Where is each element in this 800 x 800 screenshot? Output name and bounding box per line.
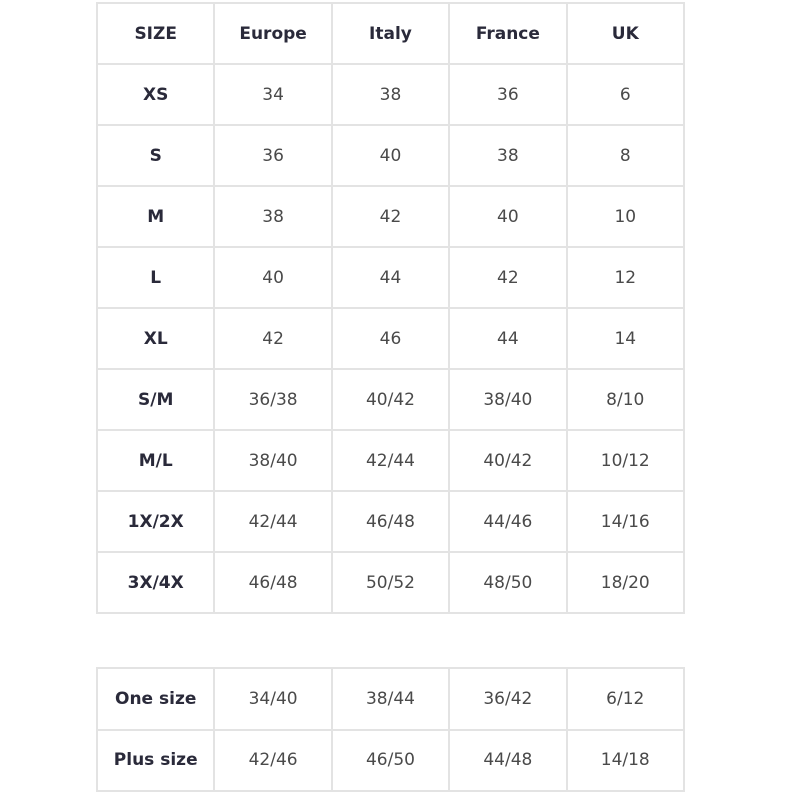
size-value-cell: 42 — [330, 185, 451, 248]
header-cell: Europe — [213, 2, 333, 65]
size-label-cell: One size — [95, 667, 216, 731]
size-value-cell: 44 — [448, 307, 568, 370]
size-value-cell: 50/52 — [330, 551, 451, 614]
size-value-cell: 34 — [213, 63, 333, 126]
size-value-cell: 44/46 — [448, 490, 568, 553]
header-cell: Italy — [330, 2, 451, 65]
header-cell: UK — [565, 2, 685, 65]
size-value-cell: 40 — [330, 124, 451, 187]
size-value-cell: 38/40 — [448, 368, 568, 431]
table-row: M/L 38/40 42/44 40/42 10/12 — [95, 429, 685, 492]
size-label-cell: M — [95, 185, 216, 248]
table-row: 3X/4X 46/48 50/52 48/50 18/20 — [95, 551, 685, 614]
size-value-cell: 6 — [565, 63, 685, 126]
size-value-cell: 36/42 — [448, 667, 568, 731]
header-cell: France — [448, 2, 568, 65]
size-value-cell: 38 — [213, 185, 333, 248]
size-conversion-table: SIZE Europe Italy France UK XS 34 38 36 6 S 36 40 38 8… — [95, 2, 685, 614]
size-label-cell: XL — [95, 307, 216, 370]
size-value-cell: 8/10 — [565, 368, 685, 431]
size-value-cell: 46 — [330, 307, 451, 370]
size-label-cell: Plus size — [95, 728, 216, 792]
size-value-cell: 10 — [565, 185, 685, 248]
size-label-cell: 3X/4X — [95, 551, 216, 614]
size-value-cell: 38 — [330, 63, 451, 126]
size-label-cell: 1X/2X — [95, 490, 216, 553]
size-value-cell: 6/12 — [565, 667, 685, 731]
special-size-table: One size 34/40 38/44 36/42 6/12 Plus size 42/4… — [95, 667, 685, 792]
size-value-cell: 36 — [448, 63, 568, 126]
size-value-cell: 40/42 — [330, 368, 451, 431]
size-value-cell: 36 — [213, 124, 333, 187]
size-value-cell: 14/16 — [565, 490, 685, 553]
table-row: M 38 42 40 10 — [95, 185, 685, 248]
size-value-cell: 40/42 — [448, 429, 568, 492]
size-value-cell: 42 — [213, 307, 333, 370]
table-row: XL 42 46 44 14 — [95, 307, 685, 370]
size-value-cell: 40 — [213, 246, 333, 309]
size-value-cell: 36/38 — [213, 368, 333, 431]
size-value-cell: 18/20 — [565, 551, 685, 614]
table-row: S/M 36/38 40/42 38/40 8/10 — [95, 368, 685, 431]
table-row: XS 34 38 36 6 — [95, 63, 685, 126]
table-row: S 36 40 38 8 — [95, 124, 685, 187]
table-row: L 40 44 42 12 — [95, 246, 685, 309]
size-value-cell: 42/44 — [213, 490, 333, 553]
size-label-cell: S — [95, 124, 216, 187]
table-header-row: SIZE Europe Italy France UK — [95, 2, 685, 65]
size-value-cell: 14/18 — [565, 728, 685, 792]
size-value-cell: 12 — [565, 246, 685, 309]
size-value-cell: 46/50 — [330, 728, 451, 792]
size-value-cell: 38/44 — [330, 667, 451, 731]
table-row: One size 34/40 38/44 36/42 6/12 — [95, 667, 685, 731]
size-value-cell: 48/50 — [448, 551, 568, 614]
size-label-cell: XS — [95, 63, 216, 126]
size-value-cell: 8 — [565, 124, 685, 187]
size-label-cell: S/M — [95, 368, 216, 431]
size-value-cell: 42/46 — [213, 728, 333, 792]
size-value-cell: 42/44 — [330, 429, 451, 492]
size-value-cell: 38 — [448, 124, 568, 187]
table-row: 1X/2X 42/44 46/48 44/46 14/16 — [95, 490, 685, 553]
size-value-cell: 38/40 — [213, 429, 333, 492]
header-cell: SIZE — [95, 2, 216, 65]
size-value-cell: 40 — [448, 185, 568, 248]
size-value-cell: 46/48 — [330, 490, 451, 553]
size-value-cell: 42 — [448, 246, 568, 309]
size-value-cell: 10/12 — [565, 429, 685, 492]
size-value-cell: 44/48 — [448, 728, 568, 792]
size-value-cell: 44 — [330, 246, 451, 309]
size-value-cell: 14 — [565, 307, 685, 370]
table-row: Plus size 42/46 46/50 44/48 14/18 — [95, 728, 685, 792]
size-value-cell: 46/48 — [213, 551, 333, 614]
size-value-cell: 34/40 — [213, 667, 333, 731]
size-label-cell: L — [95, 246, 216, 309]
size-label-cell: M/L — [95, 429, 216, 492]
